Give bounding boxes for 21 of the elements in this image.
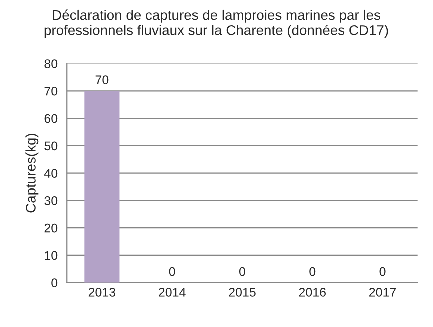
y-tick-label: 80 bbox=[44, 60, 58, 68]
data-label: 70 bbox=[96, 76, 109, 85]
y-tick-label: 40 bbox=[44, 169, 58, 178]
data-label: 0 bbox=[169, 267, 176, 276]
y-tick-label: 20 bbox=[44, 224, 58, 233]
y-tick-label: 70 bbox=[44, 86, 58, 96]
y-tick-label: 10 bbox=[45, 251, 58, 260]
x-tick-label: 2016 bbox=[299, 288, 326, 297]
data-label: 0 bbox=[380, 267, 386, 276]
x-tick-label: 2015 bbox=[229, 288, 256, 297]
x-tick-label: 2017 bbox=[370, 288, 396, 297]
x-tick-label: 2014 bbox=[159, 288, 186, 297]
y-tick-label: 50 bbox=[44, 142, 58, 151]
chart-title: Déclaration de captures de lamproies marines par les professionnels fluviaux sur la Charente (données CD17) bbox=[44, 10, 388, 38]
y-tick-label: 30 bbox=[44, 196, 58, 206]
y-tick-label: 0 bbox=[52, 278, 58, 288]
data-label: 0 bbox=[239, 267, 246, 276]
y-axis-title: Captures(kg) bbox=[26, 134, 39, 213]
x-tick-label: 2013 bbox=[88, 288, 116, 297]
y-tick-label: 60 bbox=[44, 114, 58, 124]
data-label: 0 bbox=[310, 267, 316, 276]
